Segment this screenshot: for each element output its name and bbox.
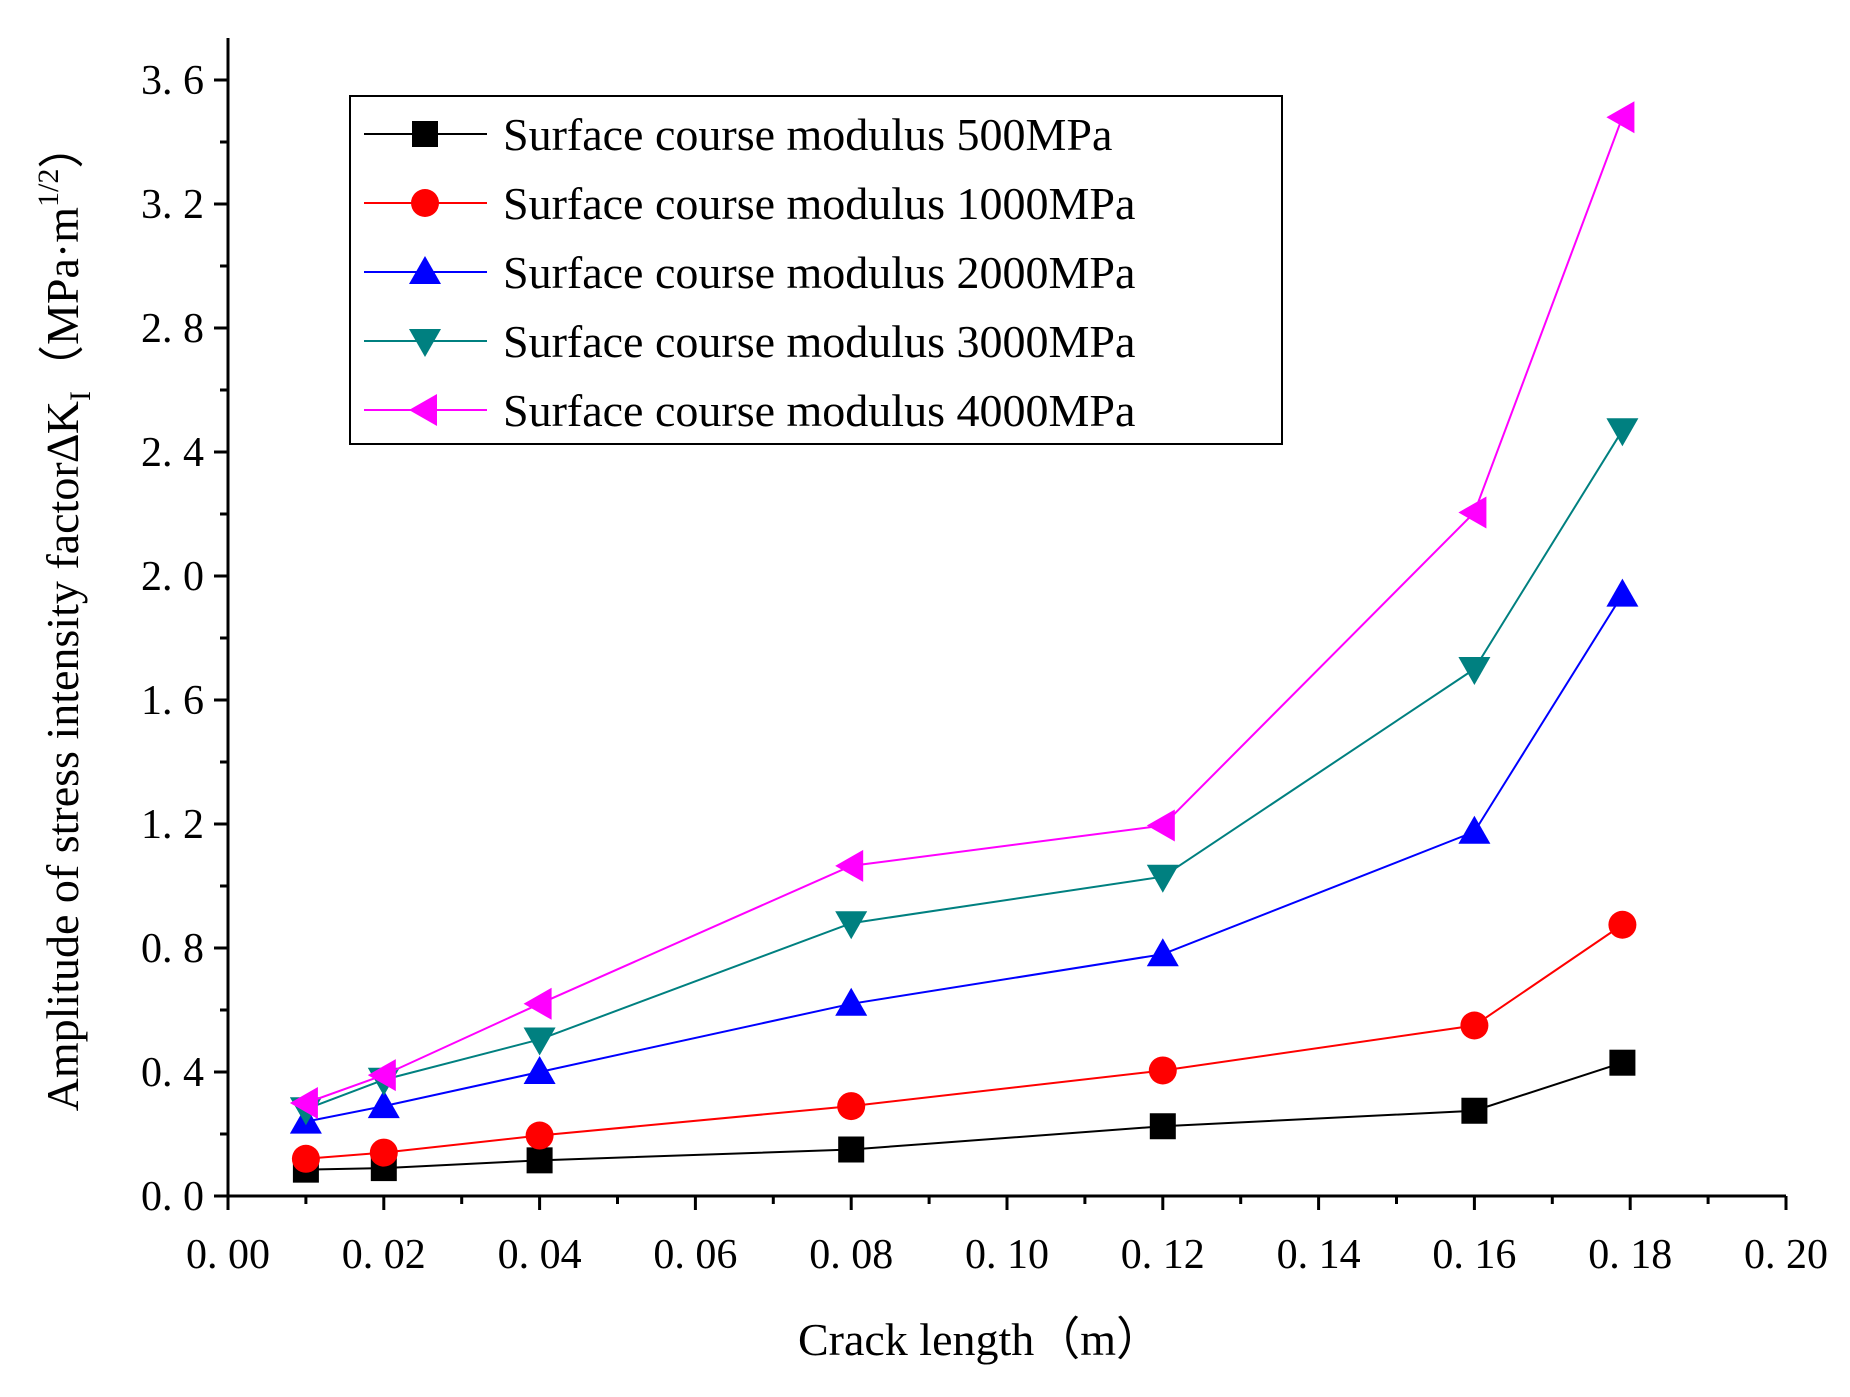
- data-point: [369, 1138, 398, 1167]
- x-tick-label: 0. 12: [1121, 1232, 1205, 1278]
- data-point: [838, 1136, 865, 1163]
- data-point: [291, 1144, 320, 1173]
- x-tick-label: 0. 00: [186, 1232, 270, 1278]
- series-4: [289, 101, 1635, 1119]
- y-tick-label: 1. 6: [141, 678, 204, 724]
- data-point: [526, 1147, 553, 1174]
- y-axis-label-main: Amplitude of stress intensity factor∆K: [37, 401, 88, 1111]
- y-axis-label: Amplitude of stress intensity factor∆KI（…: [32, 123, 97, 1112]
- data-point: [1146, 938, 1179, 967]
- x-axis-label: Crack length（m）: [798, 1314, 1162, 1365]
- legend-marker: [409, 329, 441, 357]
- y-tick-label: 3. 2: [141, 182, 204, 228]
- y-tick-label: 1. 2: [141, 802, 204, 848]
- data-point: [523, 1027, 556, 1056]
- data-point: [1606, 418, 1639, 447]
- y-tick-label: 0. 0: [141, 1174, 204, 1220]
- y-tick-label: 2. 0: [141, 554, 204, 600]
- data-point: [1146, 864, 1179, 893]
- x-tick-label: 0. 20: [1744, 1232, 1828, 1278]
- y-axis-label-superscript: 1/2: [32, 169, 65, 207]
- x-tick-label: 0. 08: [809, 1232, 893, 1278]
- legend-label: Surface course modulus 4000MPa: [503, 385, 1135, 436]
- data-point: [1458, 496, 1487, 529]
- plot-area: [289, 101, 1639, 1183]
- data-point: [1461, 1097, 1488, 1124]
- legend-entry: Surface course modulus 3000MPa: [364, 316, 1135, 367]
- data-point: [835, 987, 868, 1016]
- data-point: [835, 849, 864, 882]
- y-axis-label-unit: （MPa·m: [37, 207, 88, 391]
- data-point: [367, 1059, 396, 1092]
- y-tick-label: 0. 4: [141, 1050, 204, 1096]
- data-point: [1148, 1056, 1177, 1085]
- y-tick-label: 2. 4: [141, 430, 204, 476]
- x-ticks: 0. 00 0. 02 0. 04 0. 06 0. 08 0. 10 0. 12 0. 14…: [186, 1196, 1828, 1278]
- series-2: [289, 578, 1639, 1134]
- data-point: [1609, 1049, 1636, 1076]
- data-point: [1458, 657, 1491, 685]
- data-point: [367, 1090, 400, 1119]
- x-tick-label: 0. 06: [653, 1232, 737, 1278]
- legend-entry: Surface course modulus 4000MPa: [364, 385, 1135, 436]
- data-point: [289, 1087, 318, 1119]
- data-point: [1460, 1011, 1489, 1040]
- x-tick-label: 0. 10: [965, 1232, 1049, 1278]
- legend-label: Surface course modulus 3000MPa: [503, 316, 1135, 367]
- data-point: [837, 1092, 866, 1121]
- series-0: [292, 1049, 1636, 1183]
- legend-marker: [411, 189, 439, 217]
- x-tick-label: 0. 14: [1277, 1232, 1361, 1278]
- legend-box: [349, 95, 1283, 445]
- x-tick-label: 0. 02: [342, 1232, 426, 1278]
- data-point: [1606, 101, 1635, 134]
- data-point: [1146, 809, 1175, 842]
- series-3: [289, 418, 1639, 1126]
- legend-marker: [409, 256, 441, 284]
- series-line: [305, 1061, 1623, 1171]
- y-axis-label-unit-close: ）: [37, 123, 88, 169]
- data-point: [1608, 910, 1637, 939]
- legend: Surface course modulus 500MPa Surface cou…: [349, 95, 1283, 445]
- data-point: [523, 987, 552, 1020]
- x-tick-label: 0. 16: [1432, 1232, 1516, 1278]
- data-point: [525, 1121, 554, 1150]
- x-tick-label: 0. 04: [498, 1232, 582, 1278]
- y-axis-label-subscript: I: [64, 391, 97, 401]
- data-point: [1149, 1113, 1176, 1140]
- x-tick-label: 0. 18: [1588, 1232, 1672, 1278]
- legend-label: Surface course modulus 500MPa: [503, 109, 1112, 160]
- series-line: [305, 594, 1624, 1123]
- series-line: [305, 923, 1623, 1160]
- legend-label: Surface course modulus 2000MPa: [503, 247, 1135, 298]
- data-point: [835, 911, 868, 940]
- legend-entry: Surface course modulus 1000MPa: [364, 178, 1135, 229]
- legend-marker: [412, 121, 438, 147]
- legend-entry: Surface course modulus 2000MPa: [364, 247, 1135, 298]
- legend-label: Surface course modulus 1000MPa: [503, 178, 1135, 229]
- data-point: [1606, 578, 1639, 607]
- legend-marker: [409, 394, 437, 426]
- series-line: [305, 429, 1624, 1111]
- data-point: [1458, 815, 1491, 844]
- y-tick-label: 2. 8: [141, 306, 204, 352]
- legend-entry: Surface course modulus 500MPa: [364, 109, 1112, 160]
- y-tick-label: 0. 8: [141, 926, 204, 972]
- y-ticks: 0. 0 0. 4 0. 8 1. 2 1. 6 2. 0 2. 4 2. 8 3. 2 3. 6: [141, 58, 228, 1220]
- y-tick-label: 3. 6: [141, 58, 204, 104]
- series-1: [291, 910, 1637, 1173]
- data-point: [523, 1056, 556, 1084]
